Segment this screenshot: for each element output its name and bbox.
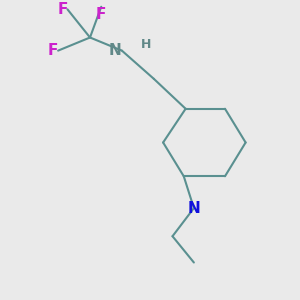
Text: F: F <box>57 2 68 17</box>
Text: N: N <box>109 43 122 58</box>
Text: F: F <box>48 43 58 58</box>
Text: N: N <box>188 201 200 216</box>
Text: F: F <box>96 7 106 22</box>
Text: H: H <box>141 38 151 52</box>
